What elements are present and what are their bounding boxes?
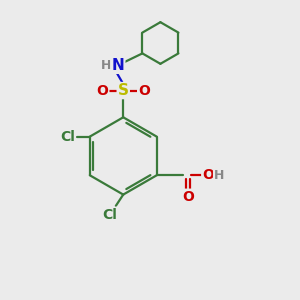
Text: H: H [101, 59, 111, 72]
Text: Cl: Cl [60, 130, 75, 144]
Text: Cl: Cl [102, 208, 117, 222]
Text: O: O [202, 168, 214, 182]
Text: O: O [97, 84, 108, 98]
Text: N: N [112, 58, 124, 73]
Text: S: S [118, 83, 129, 98]
Text: H: H [214, 169, 224, 182]
Text: O: O [182, 190, 194, 204]
Text: O: O [138, 84, 150, 98]
